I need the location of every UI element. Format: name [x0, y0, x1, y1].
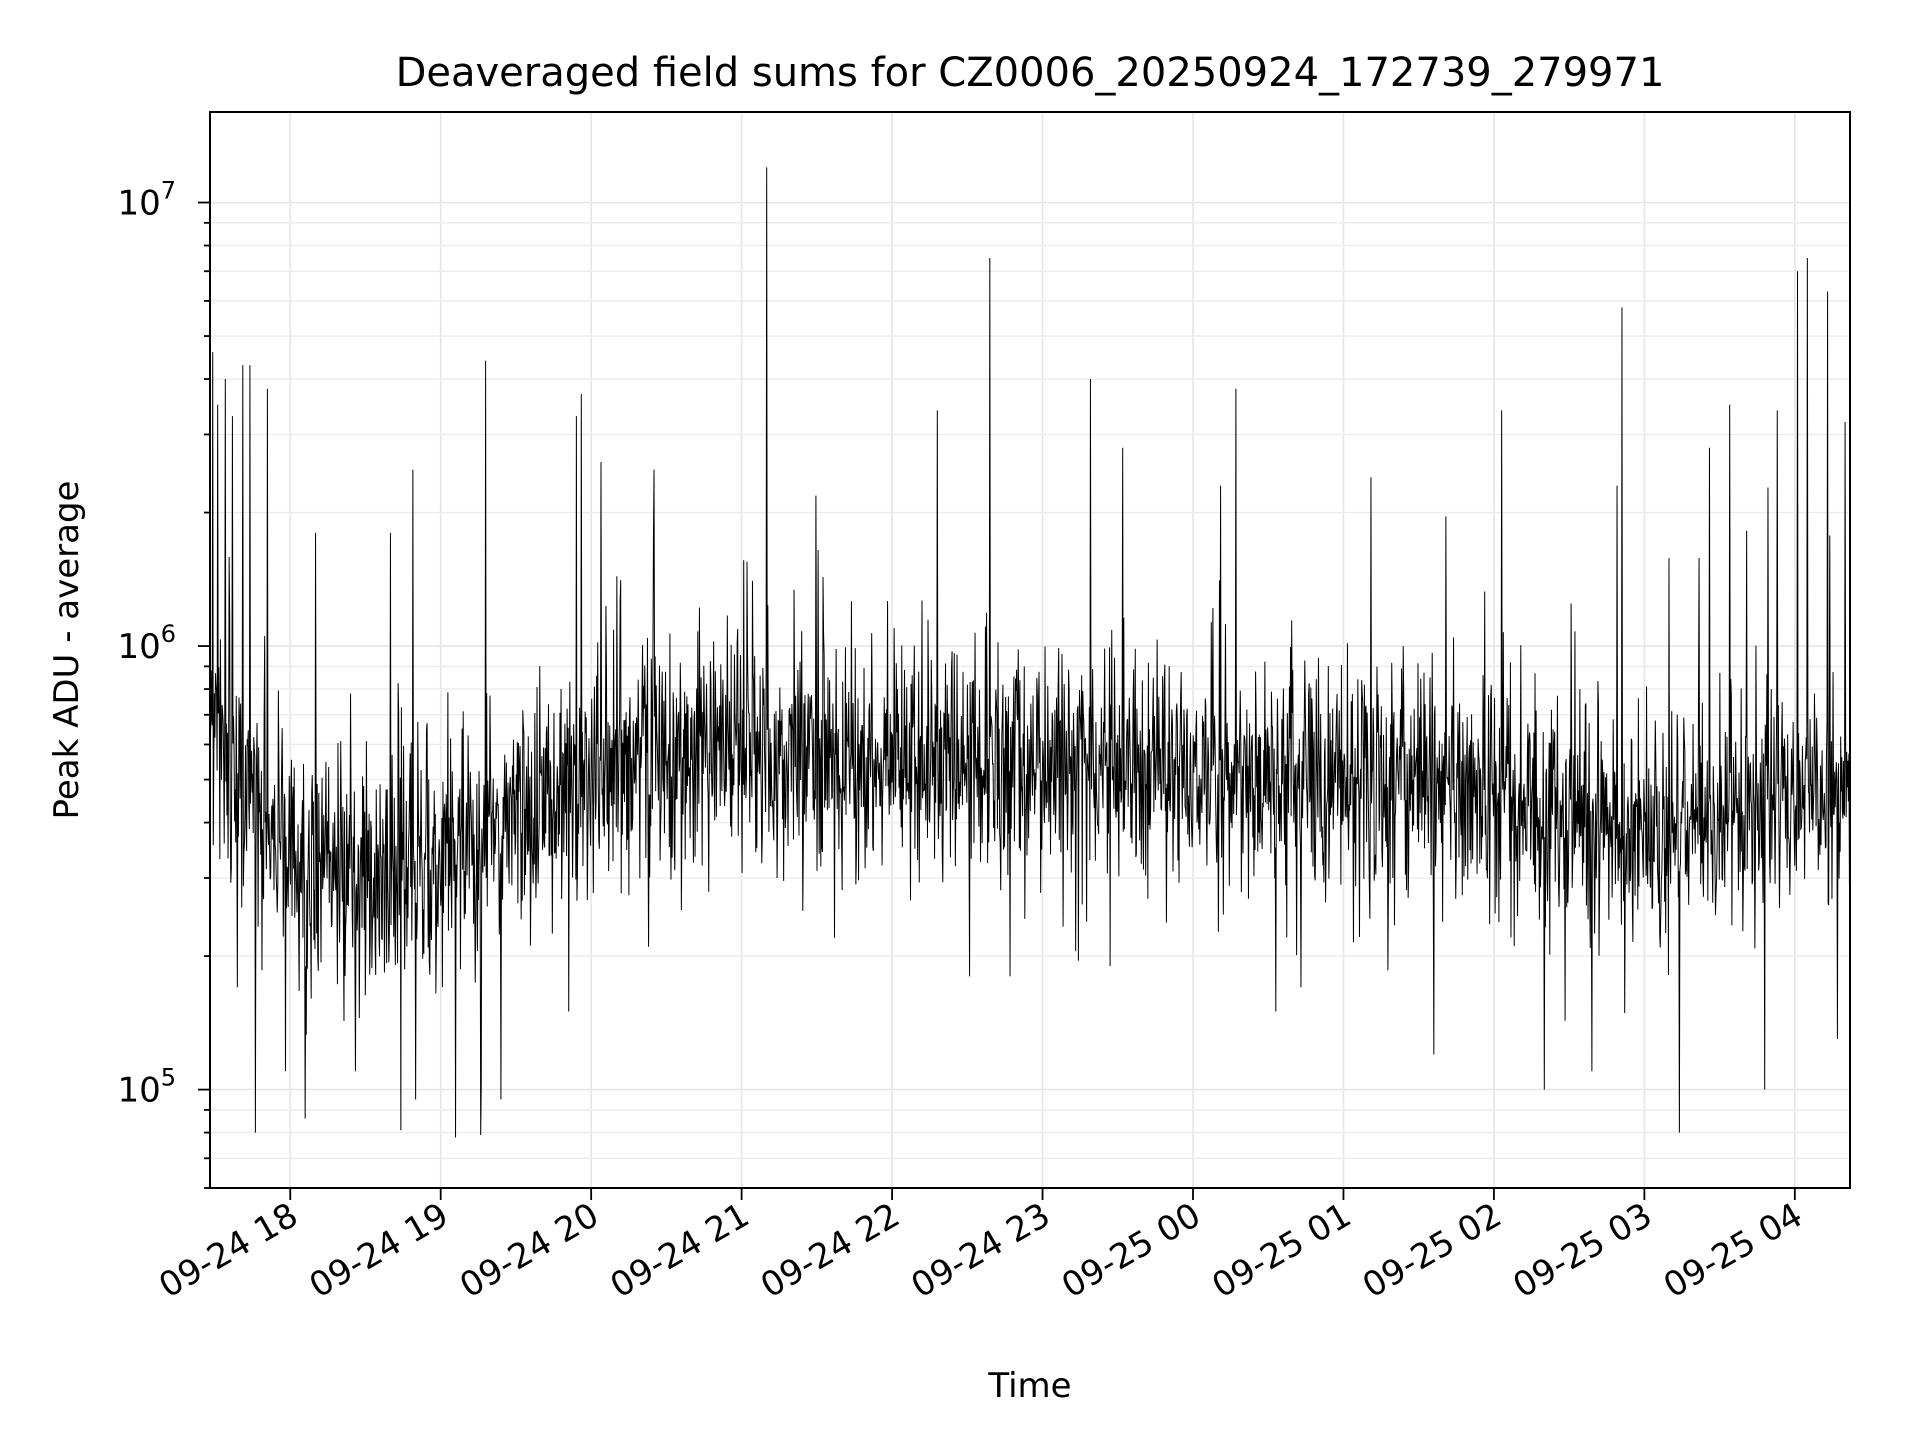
- series-layer: [209, 167, 1851, 1138]
- y-tick-label: 107: [117, 177, 176, 224]
- y-tick-label: 105: [117, 1064, 176, 1111]
- x-axis-label: Time: [987, 1366, 1071, 1406]
- series-line-0: [209, 167, 1851, 1138]
- x-gridlines: [289, 112, 1796, 1188]
- plot-area-frame: [209, 111, 1851, 1189]
- y-axis-label: Peak ADU - average: [47, 481, 87, 820]
- chart-title: Deaveraged field sums for CZ0006_2025092…: [396, 50, 1665, 96]
- y-axis: 105 106 107: [117, 177, 210, 1189]
- y-tick-label: 106: [117, 620, 176, 667]
